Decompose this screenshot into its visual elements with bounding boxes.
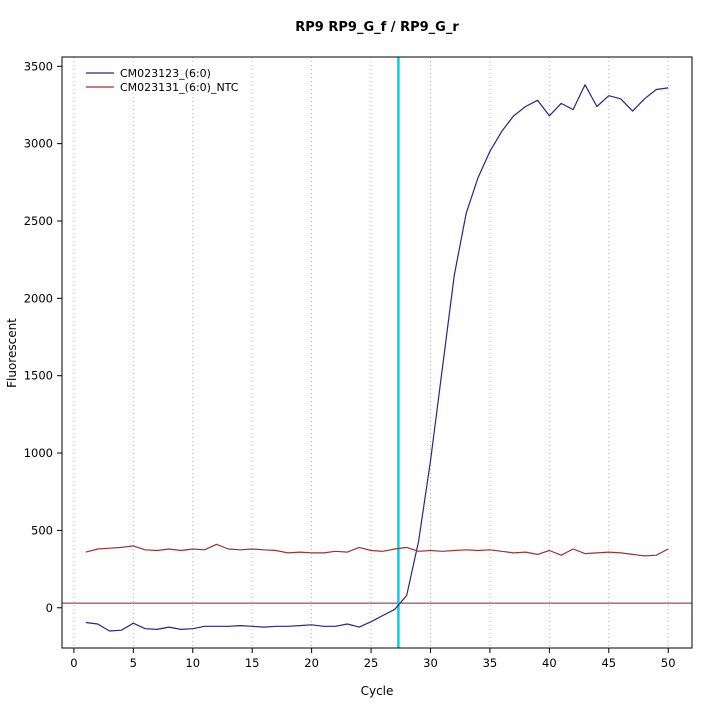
y-tick-label: 3500	[24, 59, 53, 73]
y-tick-label: 1500	[24, 369, 53, 383]
x-tick-label: 30	[423, 656, 438, 670]
y-tick-label: 1000	[24, 446, 53, 460]
x-tick-label: 20	[304, 656, 319, 670]
legend-entry-label: CM023123_(6:0)	[120, 67, 211, 80]
series-line-0	[85, 84, 669, 632]
x-tick-label: 25	[364, 656, 379, 670]
series-line-1	[85, 543, 669, 557]
x-tick-label: 40	[542, 656, 557, 670]
y-tick-label: 0	[46, 601, 53, 615]
x-tick-label: 10	[185, 656, 200, 670]
x-tick-label: 50	[661, 656, 676, 670]
x-tick-label: 5	[130, 656, 137, 670]
chart-title: RP9 RP9_G_f / RP9_G_r	[295, 20, 459, 35]
x-tick-label: 45	[601, 656, 616, 670]
y-tick-label: 3000	[24, 137, 53, 151]
y-tick-label: 2500	[24, 214, 53, 228]
x-tick-label: 15	[245, 656, 260, 670]
x-tick-label: 0	[70, 656, 77, 670]
x-axis-label: Cycle	[360, 684, 394, 698]
legend-entry-label: CM023131_(6:0)_NTC	[120, 81, 239, 94]
y-axis-label: Fluorescent	[5, 318, 19, 388]
y-tick-label: 2000	[24, 291, 53, 305]
x-tick-label: 35	[483, 656, 498, 670]
y-tick-label: 500	[31, 523, 53, 537]
plot-frame	[61, 56, 693, 649]
